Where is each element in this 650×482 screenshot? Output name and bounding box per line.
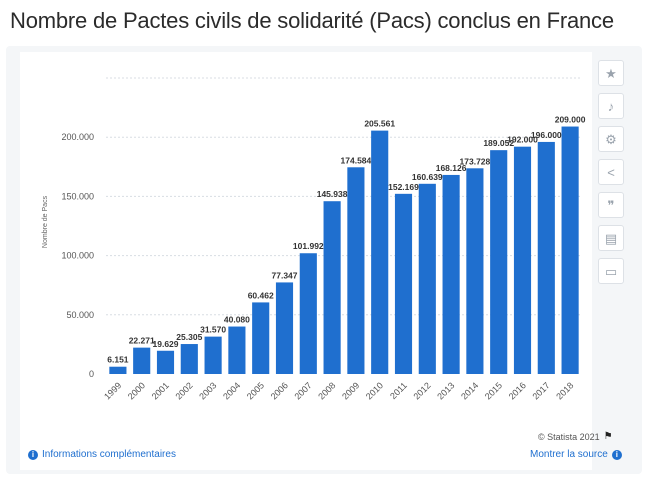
x-tick-label: 2008 [316,380,337,401]
x-tick-label: 2013 [435,380,456,401]
data-label: 145.938 [317,189,348,199]
data-label: 152.169 [388,182,419,192]
info-icon: i [611,449,622,460]
share-icon[interactable]: < [598,159,624,185]
x-tick-label: 2010 [364,380,385,401]
data-label: 31.570 [200,325,226,335]
y-tick-label: 50.000 [66,310,94,320]
x-tick-label: 2007 [292,380,313,401]
data-label: 19.629 [153,339,179,349]
data-label: 192.000 [507,135,538,145]
x-tick-label: 2017 [530,380,551,401]
bar [275,282,294,374]
print-icon[interactable]: ▭ [598,258,624,284]
data-label: 174.584 [341,155,372,165]
data-label: 189.052 [483,138,514,148]
gear-icon[interactable]: ⚙ [598,126,624,152]
data-label: 173.728 [460,156,491,166]
bell-icon[interactable]: ♪ [598,93,624,119]
star-icon[interactable]: ★ [598,60,624,86]
y-tick-label: 200.000 [61,132,94,142]
bar [561,126,579,374]
data-label: 101.992 [293,241,324,251]
x-tick-label: 2006 [269,380,290,401]
copyright-notice: © Statista 2021 ⚑ [538,431,613,442]
y-axis-label: Nombre de Pacs [42,195,49,248]
x-tick-label: 2005 [245,380,266,401]
bar [299,253,317,374]
bar [394,193,413,374]
x-tick-label: 2000 [126,380,147,401]
bar [513,146,532,374]
x-tick-label: 2011 [388,380,409,401]
x-tick-label: 2002 [173,380,194,401]
bar [133,347,151,374]
show-source-link[interactable]: Montrer la source i [530,449,622,460]
quote-icon[interactable]: ❞ [598,192,624,218]
bar [204,336,222,374]
x-tick-label: 2014 [459,380,480,401]
flag-small-icon: ⚑ [603,431,613,442]
page-title: Nombre de Pactes civils de solidarité (P… [10,8,614,33]
y-tick-label: 0 [89,369,94,379]
copyright-text: © Statista 2021 [538,431,600,442]
data-label: 60.462 [248,290,274,300]
flag-icon[interactable]: ▤ [598,225,624,251]
bar [323,201,341,374]
bar [180,344,198,374]
bar [418,183,436,374]
data-label: 205.561 [364,119,395,129]
bar [109,366,127,374]
show-source-label: Montrer la source [530,449,608,460]
chart-toolbar: ★ ♪ ⚙ < ❞ ▤ ▭ [598,60,626,291]
bar [537,141,555,374]
data-label: 22.271 [129,336,155,346]
bar [442,174,460,374]
data-label: 6.151 [107,355,129,365]
x-tick-label: 2004 [221,380,242,401]
more-info-link[interactable]: i Informations complémentaires [28,449,176,460]
bar [156,350,175,374]
x-tick-label: 2018 [554,380,575,401]
data-label: 40.080 [224,315,250,325]
data-label: 168.126 [436,163,467,173]
bar [466,168,484,374]
x-tick-label: 1999 [102,380,123,401]
x-tick-label: 2001 [150,380,171,401]
x-tick-label: 2016 [507,380,528,401]
x-tick-label: 2009 [340,380,361,401]
x-tick-label: 2003 [197,380,218,401]
data-label: 160.639 [412,172,443,182]
info-icon: i [28,449,38,460]
data-label: 77.347 [272,270,298,280]
y-tick-label: 100.000 [61,251,94,261]
y-tick-label: 150.000 [61,191,94,201]
bar [490,150,508,374]
bar [371,130,389,374]
bar [228,326,246,374]
x-tick-label: 2012 [411,380,432,401]
data-label: 209.000 [555,115,586,125]
x-tick-label: 2015 [483,380,504,401]
data-label: 196.000 [531,130,562,140]
more-info-label: Informations complémentaires [42,449,176,460]
bar [252,302,270,374]
data-label: 25.305 [176,332,202,342]
bar [347,167,365,374]
